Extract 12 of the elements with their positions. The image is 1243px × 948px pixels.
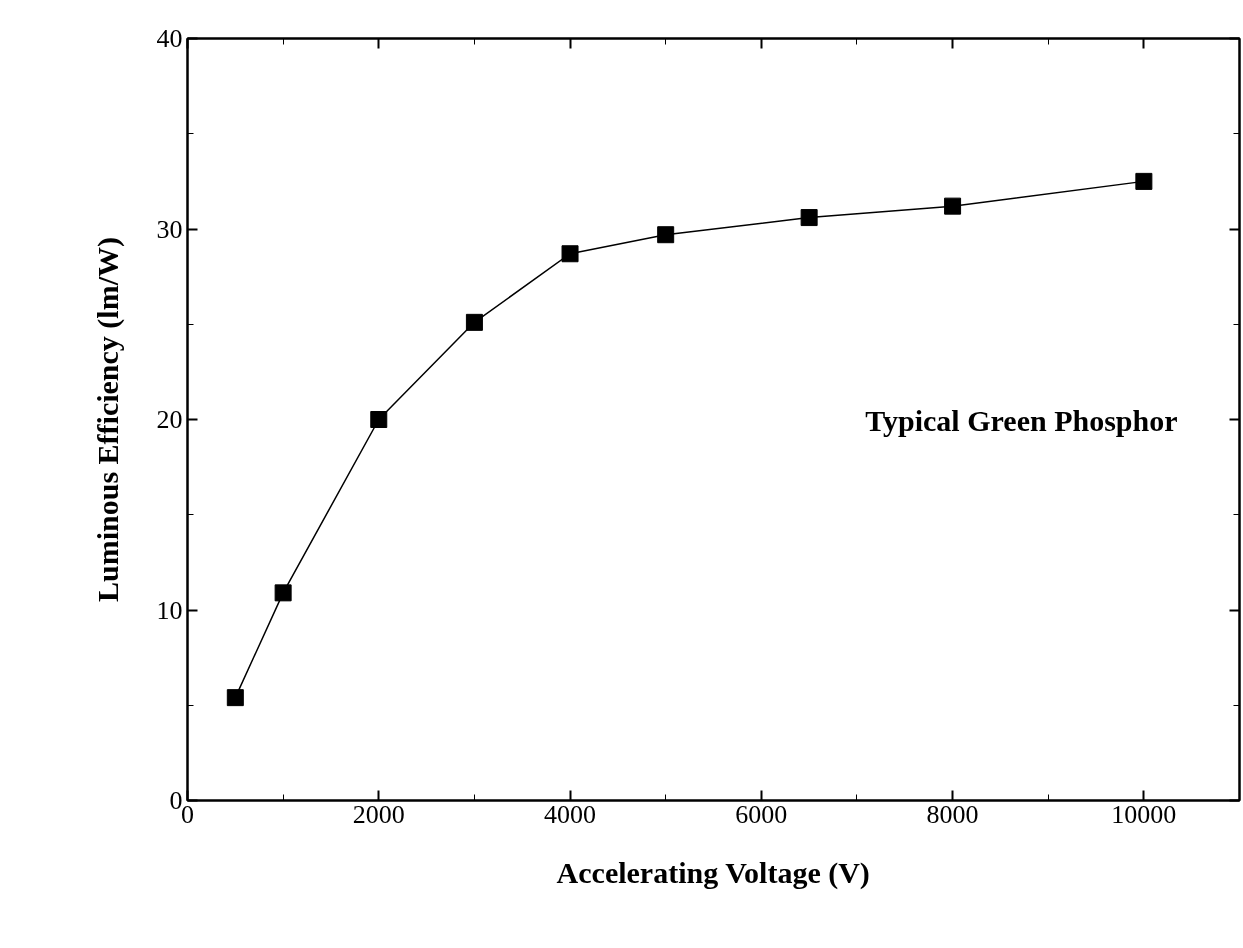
y-axis-title: Luminous Efficiency (lm/W) [90,237,125,602]
y-tick-label: 30 [156,214,183,244]
x-tick-label: 6000 [735,799,788,829]
annotation: Typical Green Phosphor [865,404,1178,437]
x-tick-label: 10000 [1111,799,1177,829]
x-tick-label: 8000 [926,799,979,829]
y-tick-label: 20 [156,405,183,434]
x-tick-label: 4000 [544,799,597,829]
y-tick-label: 10 [156,595,183,625]
x-tick-label: 2000 [352,799,405,829]
y-tick-label: 40 [156,24,183,53]
x-axis-title: Accelerating Voltage (V) [556,855,870,890]
